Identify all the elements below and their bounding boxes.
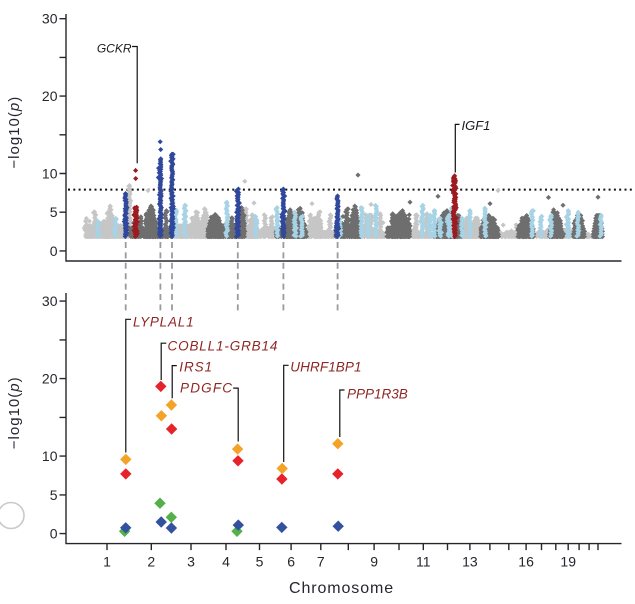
svg-text:−log10(p): −log10(p) <box>6 96 23 169</box>
svg-text:UHRF1BP1: UHRF1BP1 <box>290 360 361 375</box>
svg-text:13: 13 <box>462 554 478 570</box>
svg-text:16: 16 <box>518 554 534 570</box>
svg-text:0: 0 <box>50 243 58 259</box>
svg-text:−log10(p): −log10(p) <box>6 376 23 449</box>
svg-text:COBLL1-GRB14: COBLL1-GRB14 <box>168 338 279 353</box>
svg-text:IRS1: IRS1 <box>179 360 213 375</box>
svg-text:LYPLAL1: LYPLAL1 <box>133 314 194 329</box>
svg-text:20: 20 <box>42 371 58 387</box>
svg-text:10: 10 <box>42 165 58 181</box>
svg-text:30: 30 <box>42 293 58 309</box>
svg-text:1: 1 <box>103 554 111 570</box>
svg-text:PDGFC: PDGFC <box>180 380 233 395</box>
svg-text:7: 7 <box>317 554 325 570</box>
svg-text:4: 4 <box>222 554 230 570</box>
svg-text:GCKR: GCKR <box>97 41 132 55</box>
svg-text:6: 6 <box>287 554 295 570</box>
svg-text:10: 10 <box>42 448 58 464</box>
svg-text:9: 9 <box>370 554 378 570</box>
svg-text:5: 5 <box>50 487 58 503</box>
svg-text:20: 20 <box>42 88 58 104</box>
svg-text:5: 5 <box>50 204 58 220</box>
svg-text:Chromosome: Chromosome <box>289 580 394 597</box>
svg-text:PPP1R3B: PPP1R3B <box>347 386 408 401</box>
svg-text:3: 3 <box>187 554 195 570</box>
svg-text:2: 2 <box>147 554 155 570</box>
svg-text:30: 30 <box>42 11 58 27</box>
svg-text:5: 5 <box>256 554 264 570</box>
svg-text:0: 0 <box>50 526 58 542</box>
svg-text:IGF1: IGF1 <box>462 118 491 133</box>
svg-text:11: 11 <box>416 554 431 570</box>
svg-text:19: 19 <box>560 554 576 570</box>
